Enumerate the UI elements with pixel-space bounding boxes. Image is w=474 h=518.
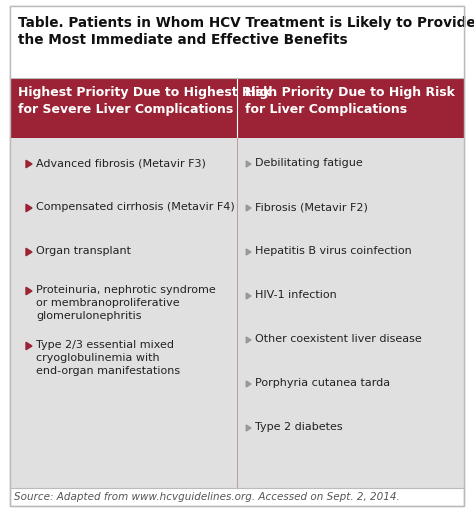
Polygon shape (26, 204, 32, 212)
Text: Fibrosis (Metavir F2): Fibrosis (Metavir F2) (255, 202, 368, 212)
Text: HIV-1 infection: HIV-1 infection (255, 290, 337, 300)
Text: Porphyria cutanea tarda: Porphyria cutanea tarda (255, 378, 390, 388)
Bar (10, 6, 464, 78)
Polygon shape (26, 248, 32, 256)
Text: Organ transplant: Organ transplant (36, 246, 131, 256)
Polygon shape (26, 287, 32, 295)
Bar (10, 138, 464, 488)
Text: Type 2/3 essential mixed
cryoglobulinemia with
end-organ manifestations: Type 2/3 essential mixed cryoglobulinemi… (36, 340, 180, 376)
Polygon shape (246, 381, 251, 387)
Polygon shape (26, 160, 32, 168)
Text: the Most Immediate and Effective Benefits: the Most Immediate and Effective Benefit… (18, 33, 347, 47)
Text: Source: Adapted from www.hcvguidelines.org. Accessed on Sept. 2, 2014.: Source: Adapted from www.hcvguidelines.o… (14, 492, 400, 502)
Text: Hepatitis B virus coinfection: Hepatitis B virus coinfection (255, 246, 412, 256)
Text: Compensated cirrhosis (Metavir F4): Compensated cirrhosis (Metavir F4) (36, 202, 235, 212)
Text: High Priority Due to High Risk
for Liver Complications: High Priority Due to High Risk for Liver… (245, 86, 455, 117)
Polygon shape (26, 342, 32, 350)
Text: Highest Priority Due to Highest Risk
for Severe Liver Complications: Highest Priority Due to Highest Risk for… (18, 86, 272, 117)
Polygon shape (246, 161, 251, 167)
Text: Type 2 diabetes: Type 2 diabetes (255, 422, 343, 432)
Text: Advanced fibrosis (Metavir F3): Advanced fibrosis (Metavir F3) (36, 158, 206, 168)
Polygon shape (246, 249, 251, 255)
Text: Proteinuria, nephrotic syndrome
or membranoproliferative
glomerulonephritis: Proteinuria, nephrotic syndrome or membr… (36, 285, 216, 321)
Polygon shape (246, 293, 251, 299)
Bar (10, 78, 464, 138)
Polygon shape (246, 205, 251, 211)
Text: Table. Patients in Whom HCV Treatment is Likely to Provide: Table. Patients in Whom HCV Treatment is… (18, 16, 474, 30)
Text: Other coexistent liver disease: Other coexistent liver disease (255, 334, 422, 344)
Polygon shape (246, 337, 251, 343)
Text: Debilitating fatigue: Debilitating fatigue (255, 158, 363, 168)
Polygon shape (246, 425, 251, 431)
